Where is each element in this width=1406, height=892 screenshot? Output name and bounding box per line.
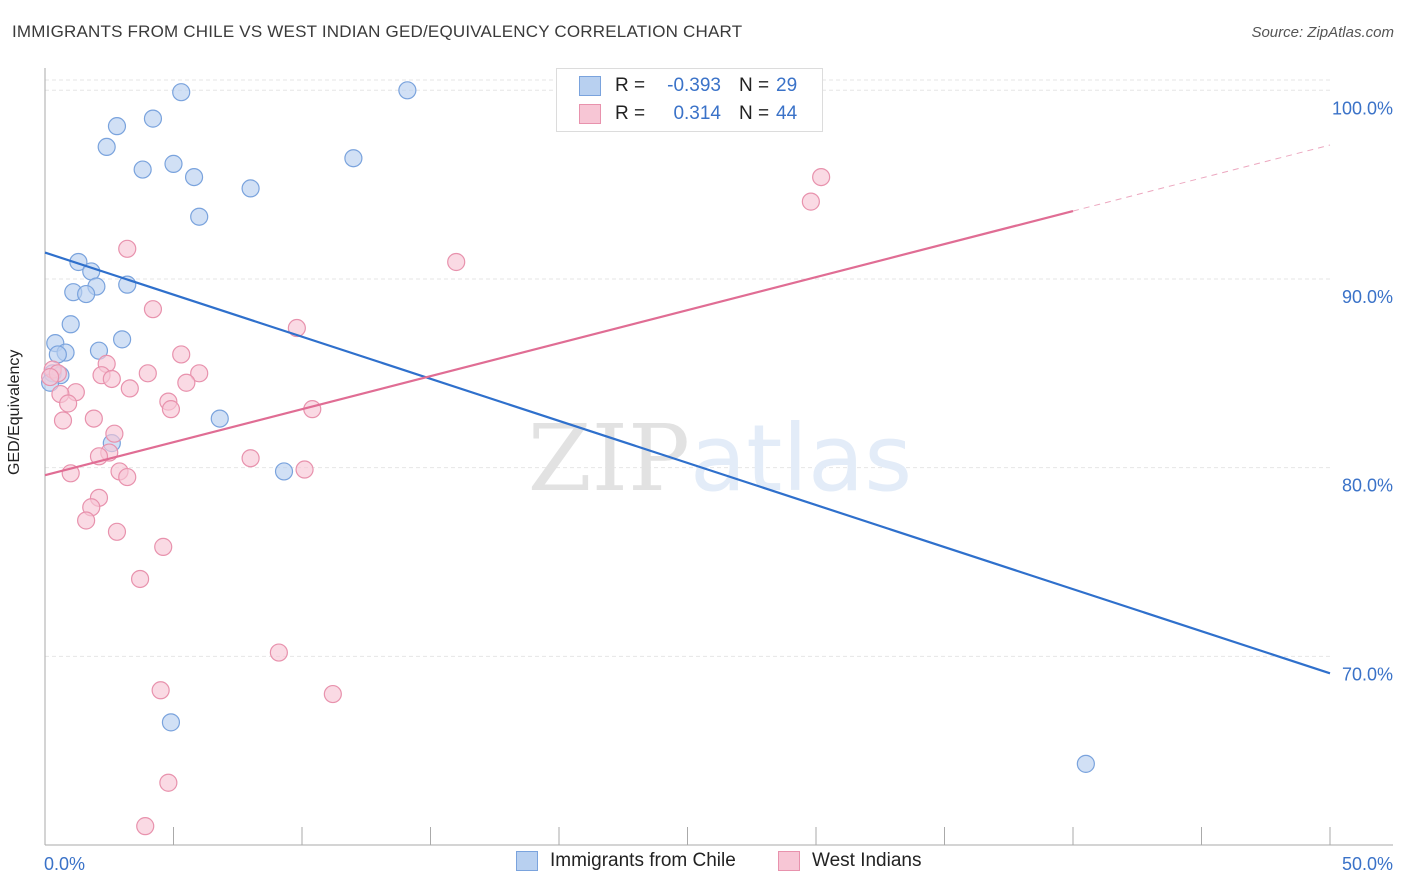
point-chile	[274, 462, 294, 481]
point-chile	[164, 154, 183, 173]
point-west-indians	[159, 773, 178, 792]
legend-row-chile: R = -0.393 N = 29	[579, 73, 797, 99]
point-west-indians	[177, 373, 196, 392]
legend-row-west-indians: R = 0.314 N = 44	[579, 101, 797, 127]
x-tick-label: 50.0%	[1342, 854, 1393, 874]
y-tick-label: 70.0%	[1342, 664, 1393, 684]
point-west-indians	[801, 192, 820, 211]
point-west-indians	[59, 394, 78, 413]
point-west-indians	[107, 522, 127, 541]
series-west-indians	[41, 167, 831, 836]
legend-swatch-west-indians	[778, 851, 800, 871]
point-chile	[1076, 754, 1095, 773]
point-west-indians	[447, 252, 466, 272]
point-west-indians	[84, 409, 103, 428]
trendline-chile	[44, 251, 1331, 675]
point-west-indians	[143, 300, 163, 319]
point-chile	[398, 81, 417, 100]
legend-label-chile: Immigrants from Chile	[550, 850, 736, 871]
stats-legend: R = -0.393 N = 29 R = 0.314 N = 44	[556, 68, 823, 132]
y-tick-label: 100.0%	[1332, 98, 1393, 118]
point-west-indians	[102, 369, 121, 389]
point-chile	[161, 713, 181, 732]
point-west-indians	[295, 460, 314, 479]
legend-swatch-chile	[579, 76, 601, 96]
point-west-indians	[241, 449, 260, 468]
watermark-zip: ZIP	[528, 405, 690, 512]
point-west-indians	[53, 411, 73, 430]
point-west-indians	[172, 345, 191, 364]
y-tick-label: 80.0%	[1342, 476, 1393, 496]
point-west-indians	[118, 467, 137, 487]
point-west-indians	[161, 400, 181, 419]
point-chile	[112, 330, 132, 349]
point-west-indians	[105, 424, 124, 443]
legend-r-label: R =	[615, 75, 646, 96]
point-chile	[61, 315, 80, 334]
legend-swatch-west-indians	[579, 104, 601, 124]
point-chile	[210, 409, 229, 428]
point-west-indians	[154, 537, 173, 556]
legend-item-west-indians[interactable]: West Indians	[778, 850, 921, 872]
point-chile	[48, 345, 67, 364]
point-chile	[241, 179, 260, 198]
point-chile	[77, 284, 96, 304]
legend-r-label: R =	[615, 103, 646, 124]
point-west-indians	[136, 817, 155, 836]
point-chile	[69, 252, 88, 272]
point-chile	[133, 160, 152, 179]
point-west-indians	[151, 681, 170, 700]
legend-item-chile[interactable]: Immigrants from Chile	[516, 850, 736, 872]
legend-label-west-indians: West Indians	[812, 850, 922, 871]
point-chile	[107, 117, 127, 136]
legend-r-value: -0.393	[667, 75, 721, 96]
point-west-indians	[190, 364, 209, 383]
point-west-indians	[323, 684, 342, 704]
point-chile	[172, 83, 191, 102]
point-chile	[184, 167, 204, 187]
point-chile	[97, 137, 116, 157]
point-west-indians	[138, 364, 157, 383]
y-axis-label: GED/Equivalency	[6, 349, 23, 475]
point-west-indians	[287, 318, 306, 338]
legend-n-label: N =	[739, 75, 770, 96]
legend-r-value: 0.314	[673, 103, 721, 124]
point-west-indians	[130, 569, 150, 589]
x-tick-label: 0.0%	[44, 854, 85, 874]
legend-swatch-chile	[516, 851, 538, 871]
watermark: ZIPatlas	[528, 405, 913, 512]
source-label: Source: ZipAtlas.com	[1251, 24, 1394, 41]
legend-n-label: N =	[739, 103, 770, 124]
legend-n-value: 44	[776, 103, 798, 124]
series-legend: Immigrants from Chile West Indians	[0, 850, 1406, 878]
point-west-indians	[812, 167, 831, 187]
point-west-indians	[118, 239, 137, 258]
point-chile	[344, 149, 363, 168]
chart-title: IMMIGRANTS FROM CHILE VS WEST INDIAN GED…	[12, 22, 743, 41]
trendline-west-indians	[44, 209, 1074, 477]
watermark-atlas: atlas	[690, 405, 912, 512]
trendline-extension-west-indians	[1072, 144, 1331, 212]
point-west-indians	[77, 511, 96, 530]
point-chile	[143, 109, 163, 128]
y-tick-label: 90.0%	[1342, 287, 1393, 307]
point-west-indians	[120, 379, 139, 398]
point-west-indians	[269, 643, 288, 662]
legend-n-value: 29	[776, 75, 798, 96]
point-west-indians	[41, 367, 60, 387]
point-chile	[190, 207, 209, 226]
